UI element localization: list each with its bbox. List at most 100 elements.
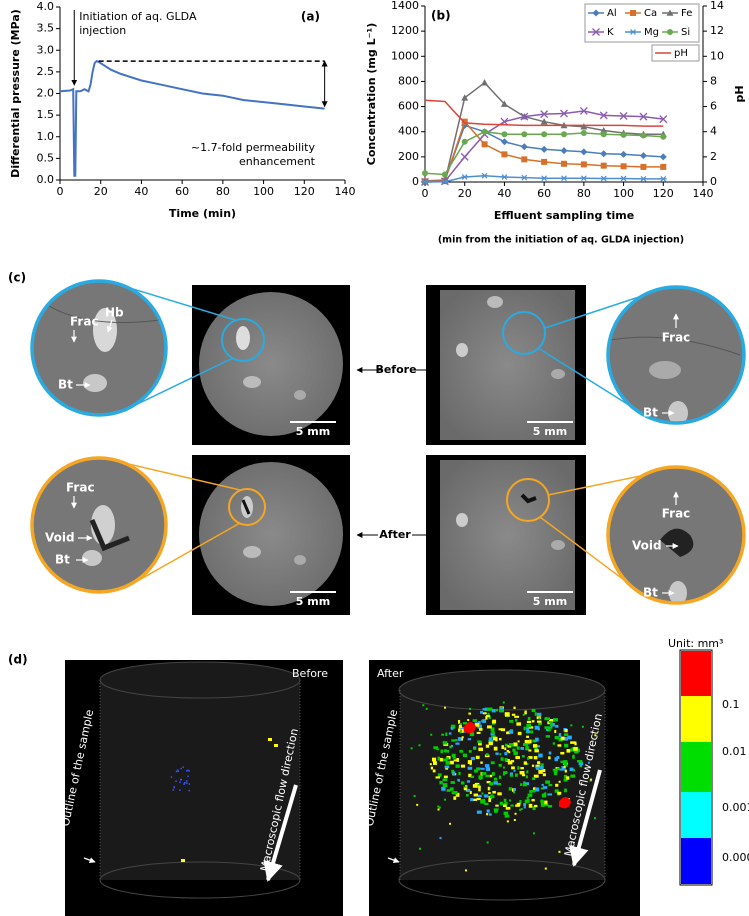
speckle (504, 712, 510, 716)
zoom-label: Void (632, 539, 662, 553)
speckle (460, 764, 466, 768)
speckle (566, 749, 571, 753)
speckle (564, 733, 569, 736)
speckle (511, 713, 516, 716)
speckle (529, 790, 533, 793)
volume-renders (65, 649, 713, 916)
speckle (531, 764, 535, 767)
marker (659, 153, 667, 161)
speckle (509, 774, 514, 777)
speckle (535, 737, 539, 742)
zoom-label: Hb (105, 306, 124, 320)
speckle (538, 769, 543, 774)
marker (560, 109, 568, 118)
y2-tick-label: 12 (710, 24, 724, 37)
x-tick-label: 140 (335, 185, 356, 198)
speckle (514, 812, 517, 815)
speckle (453, 796, 457, 800)
speckle (465, 788, 471, 792)
speckle (534, 712, 537, 716)
legend-box (651, 44, 700, 62)
data-line (59, 59, 325, 177)
speckle (523, 743, 528, 746)
speckle (574, 749, 579, 754)
speckle (544, 792, 547, 795)
speckle (274, 744, 278, 747)
y2-tick-label: 6 (710, 100, 717, 113)
speckle (516, 746, 520, 750)
speckle (493, 736, 498, 741)
speckle (437, 773, 442, 777)
y-tick-label: 1.5 (37, 108, 55, 121)
speckle (493, 808, 499, 811)
marker (580, 148, 588, 156)
speckle (453, 759, 458, 762)
marker (660, 133, 667, 140)
panel-label: (d) (8, 653, 28, 667)
speckle (437, 808, 440, 811)
legend-label: Ca (644, 8, 657, 19)
marker (561, 131, 567, 138)
speckle (188, 770, 190, 772)
speckle (452, 756, 456, 759)
scale-label: 5 mm (533, 595, 567, 608)
x-tick-label: 80 (577, 187, 591, 200)
marker (481, 141, 488, 148)
speckle (186, 782, 188, 784)
marker (501, 151, 508, 158)
speckle (492, 719, 497, 724)
speckle (474, 723, 480, 727)
speckle (525, 745, 529, 750)
marker (481, 79, 489, 86)
ct-images (30, 279, 746, 615)
zoom-label: Bt (58, 378, 73, 392)
y-tick-label: 600 (398, 100, 419, 113)
speckle (478, 742, 482, 746)
speckle (547, 804, 553, 808)
speckle (439, 780, 443, 785)
speckle (545, 717, 548, 720)
y2-tick-label: 0 (710, 175, 717, 188)
speckle (461, 730, 467, 733)
speckle (465, 794, 469, 797)
speckle (187, 775, 189, 778)
speckle (460, 781, 465, 785)
speckle (531, 798, 535, 802)
speckle (445, 732, 448, 737)
speckle (188, 789, 191, 792)
speckle (570, 774, 576, 778)
speckle (549, 722, 553, 727)
speckle (488, 792, 491, 795)
speckle (534, 787, 540, 792)
speckle (445, 757, 450, 760)
speckle (566, 776, 570, 780)
speckle (501, 745, 505, 750)
marker (501, 131, 508, 138)
speckle (552, 768, 557, 771)
speckle (477, 794, 482, 798)
scale-label: 5 mm (296, 595, 330, 608)
speckle (547, 728, 551, 732)
speckle (563, 765, 566, 768)
marker (540, 118, 548, 125)
speckle (478, 747, 483, 752)
speckle (511, 766, 515, 770)
speckle (498, 737, 502, 741)
speckle (524, 782, 529, 786)
speckle (526, 735, 530, 738)
speckle (450, 727, 453, 730)
colorbar-label: 0.001 (722, 801, 749, 814)
marker (500, 138, 508, 146)
speckle (442, 741, 448, 745)
speckle (579, 763, 583, 768)
panel-label: (a) (301, 10, 320, 24)
speckle (533, 756, 538, 760)
speckle (560, 736, 565, 741)
marker (441, 178, 449, 185)
speckle (563, 774, 568, 779)
speckle (495, 752, 499, 755)
speckle (556, 755, 560, 760)
speckle (535, 764, 540, 769)
x-tick-label: 20 (94, 185, 108, 198)
speckle (559, 797, 572, 809)
